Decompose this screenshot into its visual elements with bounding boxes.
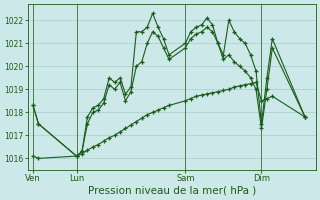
X-axis label: Pression niveau de la mer( hPa ): Pression niveau de la mer( hPa ) bbox=[88, 186, 256, 196]
